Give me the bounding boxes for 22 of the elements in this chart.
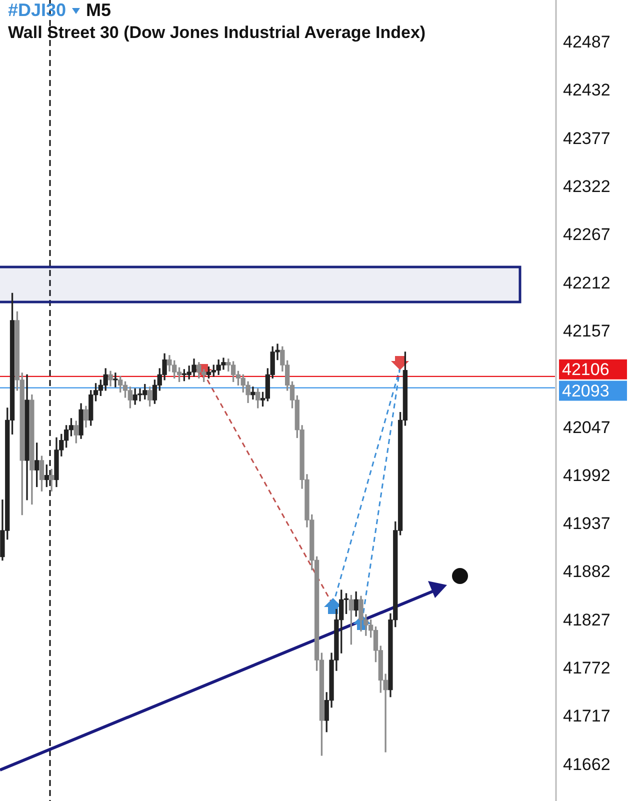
chart-title: #DJI30 bbox=[8, 0, 66, 21]
candlestick bbox=[113, 372, 118, 388]
y-tick-label: 42157 bbox=[563, 321, 610, 340]
ref-line-label: 42106 bbox=[562, 360, 610, 380]
text: Wall Street 30 (Dow Jones Industrial Average Index) bbox=[8, 23, 426, 43]
y-tick-label: 41662 bbox=[563, 754, 610, 774]
annotation: M5 bbox=[86, 0, 112, 21]
y-tick-label: 42212 bbox=[563, 273, 610, 292]
y-tick-label: 42047 bbox=[563, 418, 610, 437]
y-tick-label: 41827 bbox=[563, 610, 610, 630]
y-tick-label: 41772 bbox=[563, 658, 610, 678]
y-tick-label: 41717 bbox=[563, 706, 610, 726]
y-tick-label: 42432 bbox=[563, 80, 610, 100]
y-tick-label: 41882 bbox=[563, 562, 610, 582]
y-tick-label: 41992 bbox=[563, 466, 610, 485]
y-tick-label: 42487 bbox=[563, 32, 610, 52]
candlestick bbox=[49, 468, 54, 492]
y-tick-label: 42267 bbox=[563, 225, 610, 244]
y-tick-label: 41937 bbox=[563, 514, 610, 534]
y-tick-label: 42377 bbox=[563, 128, 610, 148]
y-tick-label: 42322 bbox=[563, 177, 610, 196]
ref-line-label: 42093 bbox=[562, 381, 610, 400]
